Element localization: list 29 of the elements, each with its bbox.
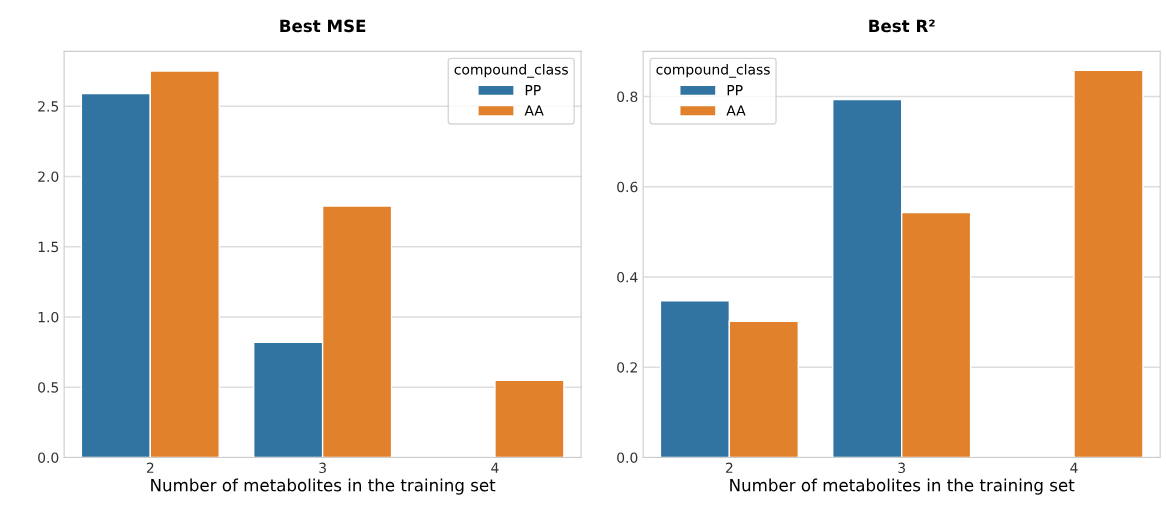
y-tick-label: 0.4: [617, 271, 638, 283]
legend-label: AA: [524, 105, 544, 116]
y-tick-label: 0.0: [617, 452, 638, 463]
legend-title: compound_class: [454, 63, 568, 78]
y-tick-label: 0.5: [38, 382, 59, 393]
legend-title: compound_class: [656, 63, 770, 78]
y-tick-label: 0.2: [617, 362, 637, 373]
legend-label: PP: [727, 85, 743, 96]
bar: [1073, 69, 1144, 458]
x-tick-label: 3: [319, 462, 326, 474]
y-tick-label: 0.6: [617, 181, 638, 193]
x-axis-title: Number of metabolites in the training set: [151, 478, 496, 495]
y-tick-label: 1.0: [38, 311, 59, 323]
y-tick-label: 0.0: [38, 452, 59, 463]
x-tick-label: 4: [1070, 462, 1078, 473]
chart-title: Best MSE: [280, 19, 366, 33]
x-tick-label: 4: [491, 462, 499, 473]
x-tick-label: 2: [146, 462, 154, 473]
chart-title: Best R²: [869, 19, 935, 33]
x-tick-label: 3: [898, 462, 905, 474]
bar: [494, 379, 565, 458]
y-tick-label: 2.0: [38, 171, 59, 182]
x-axis-title: Number of metabolites in the training set: [730, 478, 1075, 495]
x-tick-label: 2: [725, 462, 733, 473]
y-tick-label: 0.8: [617, 91, 638, 102]
legend-label: PP: [525, 85, 541, 96]
y-tick-label: 1.5: [38, 241, 59, 253]
y-tick-label: 2.5: [38, 101, 59, 112]
legend-label: AA: [726, 105, 746, 116]
